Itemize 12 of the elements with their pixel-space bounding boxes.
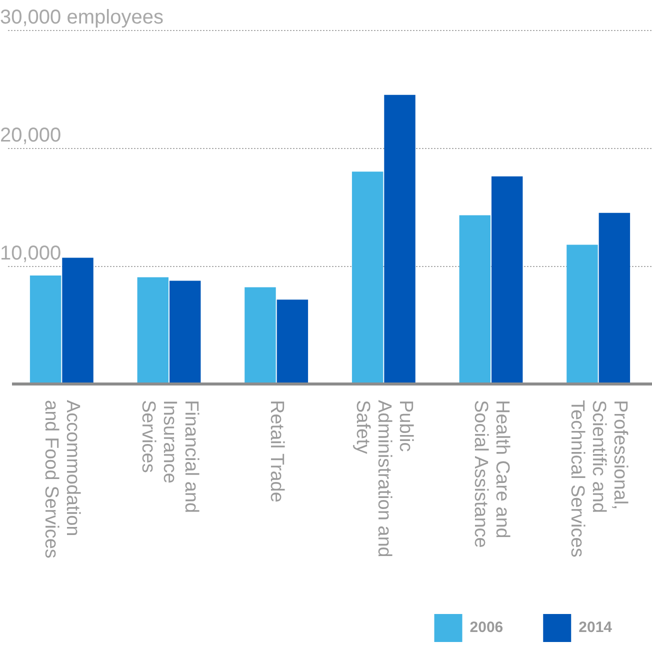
x-tick-label: Professional, Scientific and Technical Services — [566, 400, 631, 558]
y-tick-label: 20,000 — [0, 124, 62, 147]
x-tick-label: Retail Trade — [266, 400, 288, 502]
x-tick-label: Financial and Insurance Services — [137, 400, 202, 514]
x-tick-label: Health Care and Social Assistance — [470, 400, 513, 548]
y-tick-label: 30,000 — [0, 6, 62, 29]
legend-label: 2014 — [578, 619, 613, 636]
x-tick-label: Public Administration and Safety — [352, 400, 416, 558]
y-tick-label: 10,000 — [0, 242, 62, 265]
x-tick-label: Accommodation and Food Services — [40, 400, 84, 558]
y-axis-title: employees — [66, 6, 164, 29]
legend-label: 2006 — [470, 619, 504, 636]
